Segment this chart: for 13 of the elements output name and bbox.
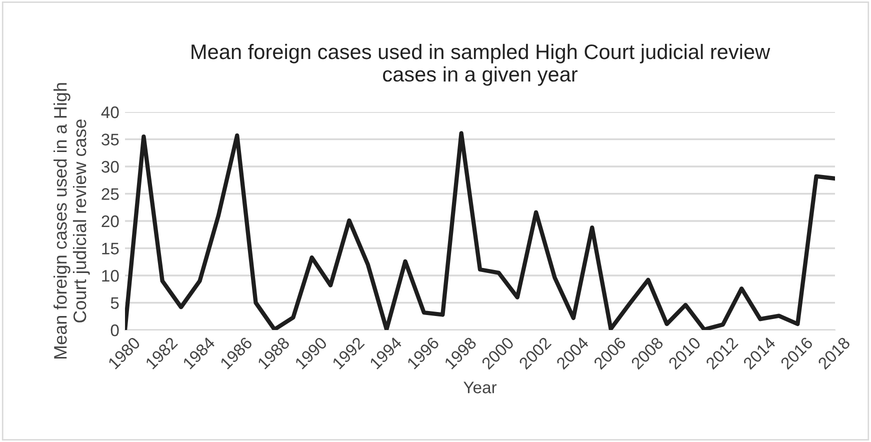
y-tick-label: 35 [102, 134, 119, 146]
line-series [125, 131, 835, 330]
y-tick-label: 0 [110, 324, 119, 336]
y-axis-title: Mean foreign cases used in a High Court judicial review case [54, 83, 90, 359]
y-tick-label: 15 [102, 242, 119, 254]
y-tick-label: 10 [102, 270, 119, 282]
y-tick-label: 20 [102, 215, 119, 228]
chart-title: Mean foreign cases used in sampled High Court judicial review cases in a given year [192, 44, 770, 86]
x-axis-title: Year [464, 382, 497, 394]
y-tick-label: 30 [102, 160, 119, 173]
y-tick-label: 40 [101, 106, 119, 118]
y-tick-label: 25 [102, 188, 119, 200]
y-tick-label: 5 [110, 297, 119, 309]
